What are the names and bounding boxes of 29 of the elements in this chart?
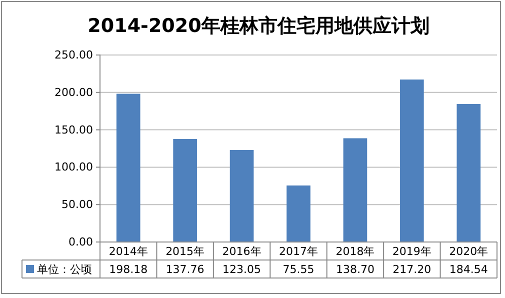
x-tick-label: 2018年 — [336, 245, 375, 258]
data-label: 137.76 — [166, 263, 204, 276]
x-tick-label: 2017年 — [279, 245, 318, 258]
y-tick-label: 150.00 — [54, 123, 93, 136]
y-tick-label: 100.00 — [54, 160, 93, 174]
y-tick-label: 50.00 — [62, 198, 93, 212]
data-label: 184.54 — [449, 263, 488, 276]
data-label: 198.18 — [109, 263, 148, 276]
chart-title: 2014-2020年桂林市住宅用地供应计划 — [88, 15, 430, 37]
y-tick-label: 0.00 — [68, 236, 93, 249]
x-tick-label: 2015年 — [166, 245, 205, 258]
bar — [173, 138, 197, 242]
y-tick-label: 200.00 — [54, 86, 93, 99]
bar — [456, 104, 481, 242]
bar — [230, 150, 254, 242]
bar — [286, 185, 310, 242]
data-label: 123.05 — [222, 263, 262, 276]
x-tick-label: 2014年 — [108, 245, 148, 258]
legend-label: 单位：公顷 — [37, 263, 92, 276]
y-tick-label: 250.00 — [54, 48, 93, 62]
data-label: 75.55 — [282, 263, 314, 276]
bar — [343, 138, 368, 242]
x-tick-label: 2016年 — [222, 245, 262, 258]
data-label: 217.20 — [392, 263, 432, 276]
bar — [116, 94, 140, 242]
data-label: 138.70 — [336, 263, 374, 276]
bar — [400, 80, 424, 242]
x-tick-label: 2020年 — [449, 245, 488, 258]
x-tick-label: 2019年 — [392, 245, 432, 258]
